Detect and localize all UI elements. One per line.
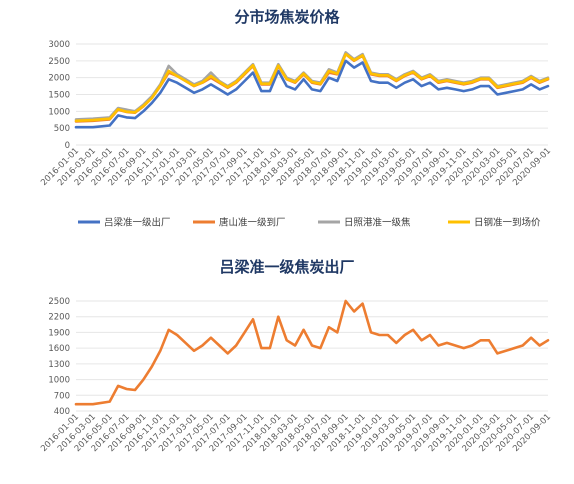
y-tick-label: 700 [54, 391, 70, 401]
legend-label: 唐山准一级到厂 [219, 217, 286, 229]
y-tick-label: 1300 [48, 360, 70, 370]
y-tick-label: 3000 [48, 40, 70, 50]
y-tick-label: 1900 [48, 328, 70, 338]
y-tick-label: 2000 [48, 74, 70, 84]
legend-label: 日照港准一级焦 [344, 217, 411, 229]
y-tick-label: 0 [65, 141, 70, 151]
chart-title: 分市场焦炭价格 [234, 8, 340, 26]
y-tick-label: 2500 [48, 297, 70, 307]
series-line [74, 59, 550, 129]
legend-label: 日钢准一到场价 [474, 217, 541, 229]
series-line [74, 299, 550, 406]
y-tick-label: 1500 [48, 91, 70, 101]
y-tick-label: 1000 [48, 376, 70, 386]
y-tick-label: 500 [54, 124, 70, 134]
y-tick-label: 2200 [48, 313, 70, 323]
y-tick-label: 2500 [48, 57, 70, 67]
series-line [74, 52, 550, 123]
y-tick-label: 400 [54, 407, 70, 417]
legend-label: 吕梁准一级出厂 [104, 217, 171, 229]
y-tick-label: 1000 [48, 107, 70, 117]
y-tick-label: 1600 [48, 344, 70, 354]
chart-title: 吕梁准一级焦炭出厂 [219, 258, 354, 276]
